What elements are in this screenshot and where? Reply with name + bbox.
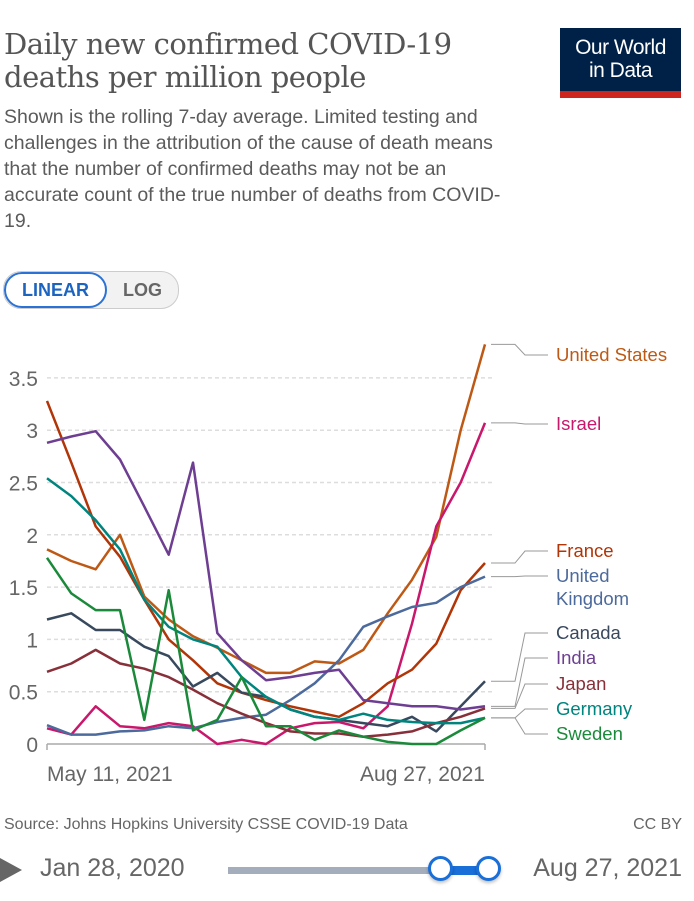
legend-item-france[interactable]: France bbox=[556, 539, 614, 562]
legend-item-germany[interactable]: Germany bbox=[556, 697, 632, 720]
series-line-india bbox=[46, 429, 486, 711]
timeline-start-handle[interactable] bbox=[428, 856, 453, 881]
y-tick-label: 1 bbox=[26, 629, 38, 652]
legend-item-united-kingdom[interactable]: United Kingdom bbox=[556, 564, 629, 610]
legend-label: Germany bbox=[556, 698, 633, 719]
logo-red-bar bbox=[560, 91, 681, 98]
logo-line-1: Our World bbox=[575, 36, 666, 59]
legend-label: Sweden bbox=[556, 723, 623, 744]
legend-label: France bbox=[556, 540, 614, 561]
legend-leader-line bbox=[491, 657, 548, 707]
legend-leader-line bbox=[491, 422, 548, 425]
legend-item-united-states[interactable]: United States bbox=[556, 343, 667, 366]
timeline-end-handle[interactable] bbox=[476, 856, 501, 881]
series-line-sweden bbox=[45, 557, 486, 746]
legend-label: United bbox=[556, 565, 610, 586]
play-icon[interactable] bbox=[0, 858, 22, 882]
timeline-start-label: Jan 28, 2020 bbox=[40, 854, 185, 882]
legend-item-israel[interactable]: Israel bbox=[556, 412, 601, 435]
license-link[interactable]: CC BY bbox=[633, 816, 682, 833]
legend-leader-line bbox=[491, 343, 548, 356]
y-tick-label: 0.5 bbox=[9, 682, 38, 705]
log-scale-button[interactable]: LOG bbox=[123, 280, 162, 300]
chart-subtitle: Shown is the rolling 7-day average. Limi… bbox=[4, 106, 501, 232]
series-line-france bbox=[45, 400, 486, 719]
x-tick-label-start: May 11, 2021 bbox=[47, 763, 173, 786]
y-tick-label: 0 bbox=[26, 734, 38, 757]
legend-label: Canada bbox=[556, 622, 621, 643]
series-line-japan bbox=[46, 648, 486, 738]
legend-item-canada[interactable]: Canada bbox=[556, 621, 621, 644]
legend-item-india[interactable]: India bbox=[556, 646, 596, 669]
legend-label: United States bbox=[556, 344, 668, 365]
legend-leader-line bbox=[491, 683, 548, 709]
series-line-israel bbox=[46, 422, 487, 746]
y-tick-label: 3.5 bbox=[9, 368, 38, 391]
legend-label: Kingdom bbox=[556, 588, 630, 609]
legend-label: Japan bbox=[556, 673, 607, 694]
linear-scale-button[interactable]: LINEAR bbox=[4, 272, 107, 308]
chart-title: Daily new confirmed COVID-19 deaths per … bbox=[4, 27, 452, 94]
timeline-end-label: Aug 27, 2021 bbox=[533, 854, 682, 882]
legend-leader-line bbox=[491, 717, 548, 735]
timeline-track[interactable] bbox=[228, 867, 488, 874]
series-line-united-kingdom bbox=[46, 575, 486, 736]
y-tick-label: 2.5 bbox=[9, 473, 38, 496]
legend-leader-line bbox=[491, 708, 548, 719]
x-tick-label-end: Aug 27, 2021 bbox=[360, 763, 485, 786]
series-line-germany bbox=[46, 477, 486, 725]
y-tick-label: 2 bbox=[26, 525, 38, 548]
legend-leader-line bbox=[491, 575, 548, 578]
y-tick-label: 1.5 bbox=[9, 577, 38, 600]
scale-toggle: LINEAR LOG bbox=[3, 271, 179, 309]
owid-logo[interactable]: Our World in Data bbox=[560, 28, 681, 98]
legend-label: India bbox=[556, 647, 597, 668]
logo-line-2: in Data bbox=[588, 59, 653, 82]
legend-leader-line bbox=[491, 632, 548, 682]
y-tick-label: 3 bbox=[26, 420, 38, 443]
legend-label: Israel bbox=[556, 413, 602, 434]
legend-item-sweden[interactable]: Sweden bbox=[556, 722, 623, 745]
legend-leader-line bbox=[491, 550, 548, 564]
legend-item-japan[interactable]: Japan bbox=[556, 672, 606, 695]
series-line-united-states bbox=[46, 344, 487, 675]
timeline-selected-range bbox=[440, 866, 488, 875]
source-note[interactable]: Source: Johns Hopkins University CSSE CO… bbox=[4, 816, 408, 833]
